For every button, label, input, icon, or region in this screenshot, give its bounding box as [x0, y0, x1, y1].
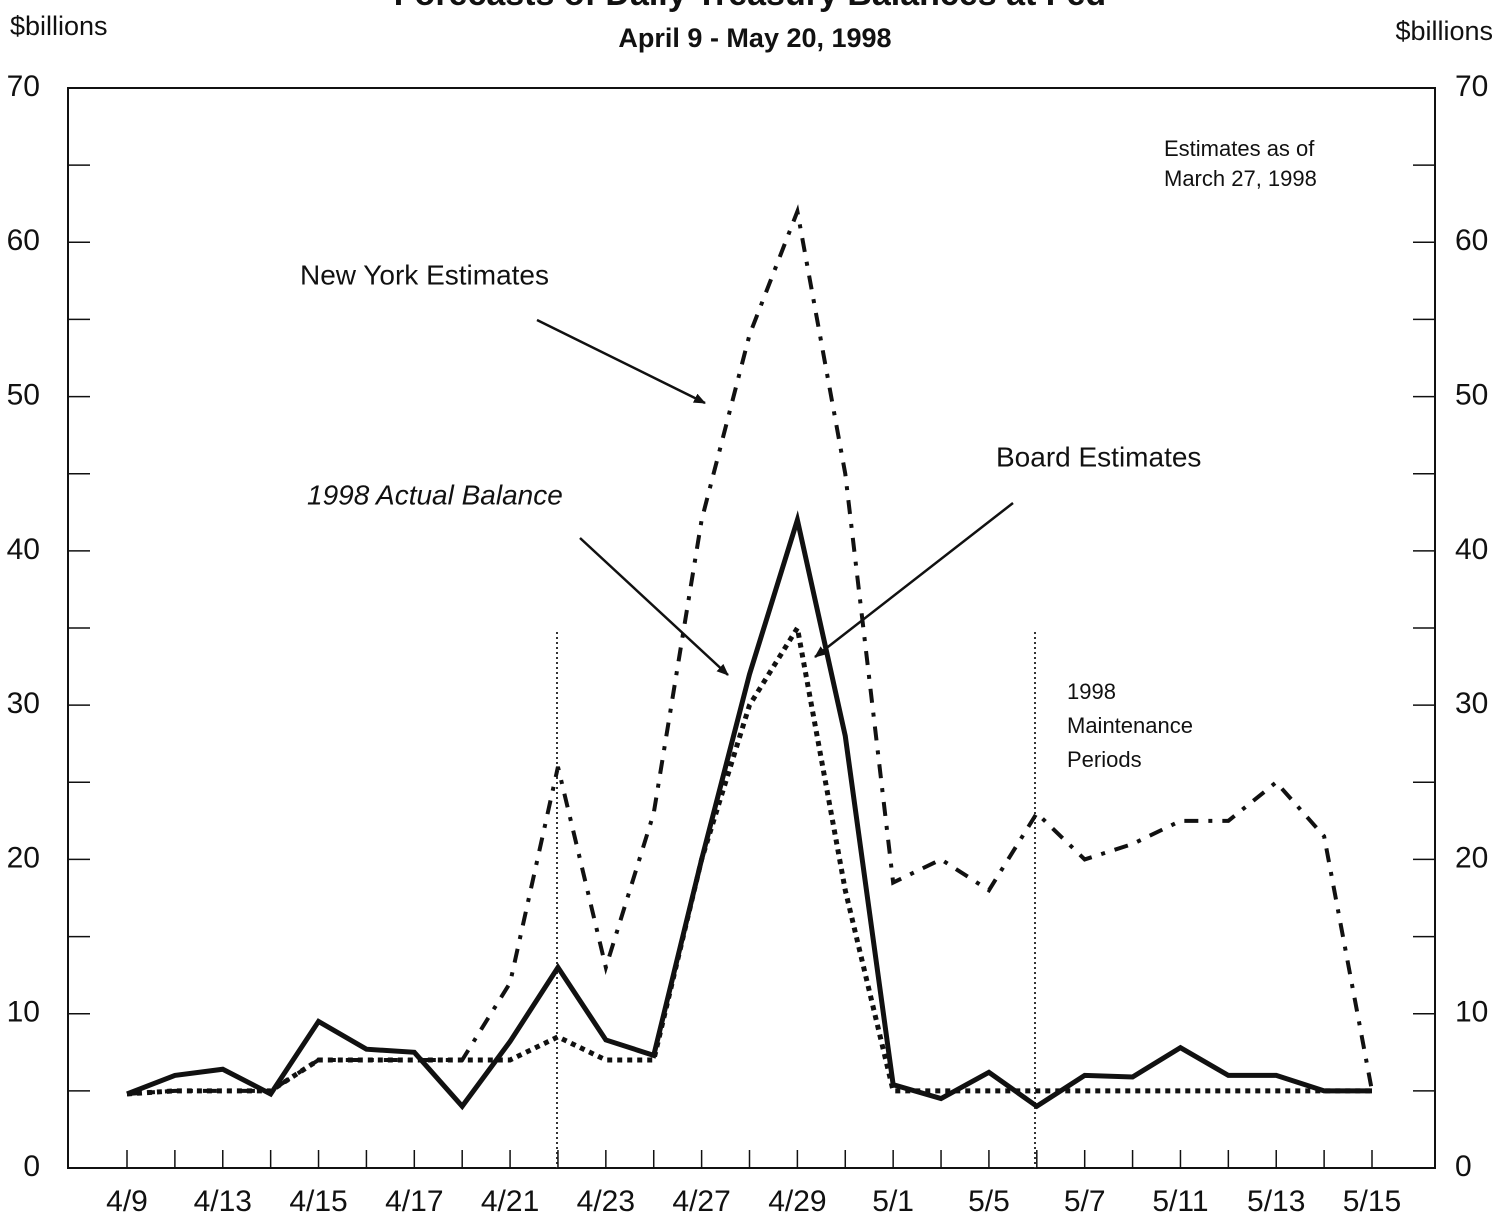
- annotation: Maintenance: [1067, 713, 1193, 738]
- y-tick-label: 70: [7, 70, 40, 103]
- y2-tick-label: 30: [1455, 687, 1488, 720]
- series-line: [126, 204, 1374, 1096]
- y-tick-label: 0: [23, 1150, 40, 1183]
- y-tick-label: 40: [7, 533, 40, 566]
- series-line: [126, 510, 1372, 1111]
- y2-tick-label: 70: [1455, 70, 1488, 103]
- plot-frame: [67, 87, 1436, 1169]
- x-tick-label: 5/5: [968, 1185, 1010, 1218]
- y-tick-label: 10: [7, 996, 40, 1029]
- arrow: [814, 502, 1014, 658]
- x-tick-label: 5/11: [1152, 1185, 1208, 1218]
- y-tick-label: 50: [7, 378, 40, 411]
- x-tick-label: 4/15: [289, 1185, 347, 1218]
- x-tick-label: 5/1: [872, 1185, 914, 1218]
- annotation: Estimates as of: [1164, 136, 1315, 161]
- series-label: New York Estimates: [300, 259, 549, 290]
- y-tick-label: 20: [7, 841, 40, 874]
- y-axis-label: $billions: [10, 11, 108, 41]
- annotation: 1998: [1067, 679, 1116, 704]
- arrow: [536, 318, 706, 405]
- series-label: 1998 Actual Balance: [307, 479, 563, 510]
- chart-title: Forecasts of Daily Treasury Balances at …: [394, 0, 1106, 13]
- series-label: Board Estimates: [996, 441, 1201, 472]
- annotation: Periods: [1067, 747, 1142, 772]
- y2-tick-label: 50: [1455, 378, 1488, 411]
- x-tick-label: 5/13: [1247, 1185, 1305, 1218]
- x-tick-label: 4/21: [481, 1185, 539, 1218]
- y2-tick-label: 60: [1455, 224, 1488, 257]
- series-line: [126, 621, 1372, 1097]
- y2-tick-label: 10: [1455, 996, 1488, 1029]
- chart-subtitle: April 9 - May 20, 1998: [618, 23, 891, 53]
- y2-axis-label: $billions: [1395, 16, 1493, 46]
- y2-tick-label: 0: [1455, 1150, 1472, 1183]
- annotation: March 27, 1998: [1164, 166, 1317, 191]
- x-tick-label: 4/23: [577, 1185, 635, 1218]
- y2-tick-label: 20: [1455, 841, 1488, 874]
- y2-tick-label: 40: [1455, 533, 1488, 566]
- x-tick-label: 4/17: [385, 1185, 443, 1218]
- arrow: [579, 537, 729, 676]
- x-tick-label: 4/13: [194, 1185, 252, 1218]
- x-tick-label: 5/7: [1064, 1185, 1106, 1218]
- x-tick-label: 4/29: [768, 1185, 826, 1218]
- y-tick-label: 60: [7, 224, 40, 257]
- x-tick-label: 4/9: [106, 1185, 148, 1218]
- x-tick-label: 5/15: [1343, 1185, 1401, 1218]
- x-tick-label: 4/27: [672, 1185, 730, 1218]
- y-tick-label: 30: [7, 687, 40, 720]
